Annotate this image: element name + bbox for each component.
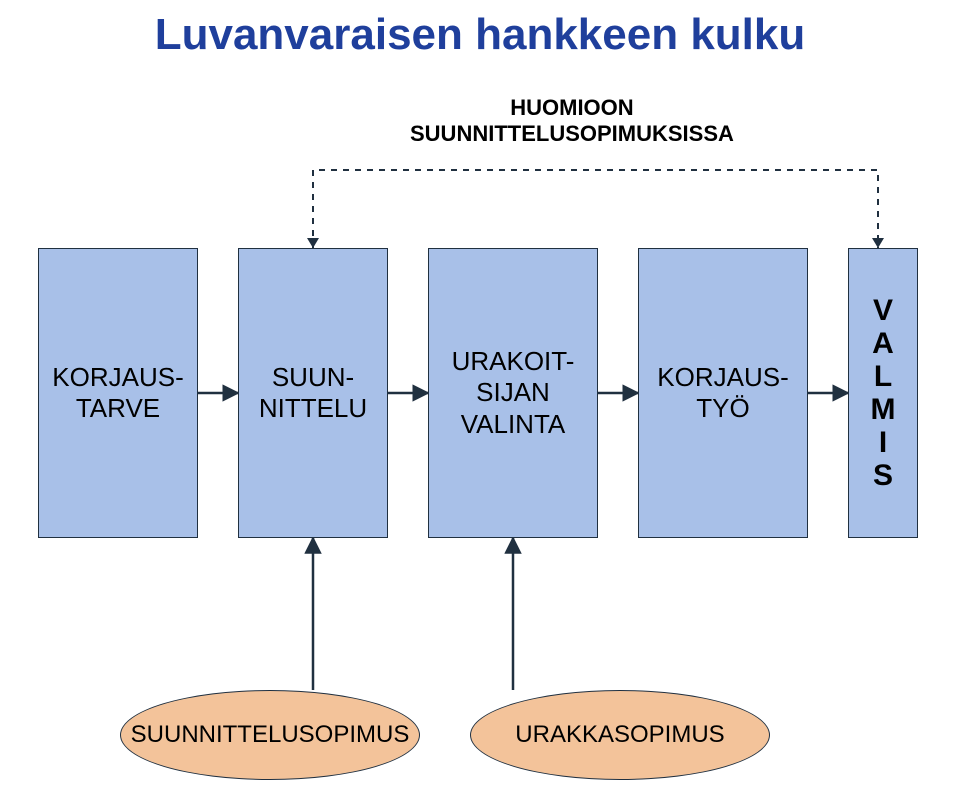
diagram-canvas: Luvanvaraisen hankkeen kulku HUOMIOON SUU…	[0, 0, 960, 811]
valmis-letter: A	[872, 327, 894, 360]
dashed-bracket	[313, 170, 878, 248]
box-korjaustarve: KORJAUS- TARVE	[38, 248, 198, 538]
ellipse-urakkasopimus: URAKKASOPIMUS	[470, 690, 770, 780]
valmis-letter: L	[874, 360, 892, 393]
box-urakoitsija: URAKOIT- SIJAN VALINTA	[428, 248, 598, 538]
valmis-letter: S	[873, 459, 893, 492]
box-label: SUUN- NITTELU	[259, 362, 367, 424]
box-suunnittelu: SUUN- NITTELU	[238, 248, 388, 538]
box-label: URAKOIT- SIJAN VALINTA	[452, 346, 575, 440]
box-label: KORJAUS- TARVE	[52, 362, 183, 424]
valmis-letter: V	[873, 294, 893, 327]
dashed-arrowhead	[307, 238, 319, 248]
diagram-title: Luvanvaraisen hankkeen kulku	[0, 10, 960, 60]
diagram-subtitle: HUOMIOON SUUNNITTELUSOPIMUKSISSA	[410, 95, 734, 147]
ellipse-label: SUUNNITTELUSOPIMUS	[131, 721, 410, 749]
box-label: KORJAUS- TYÖ	[657, 362, 788, 424]
dashed-arrowhead	[872, 238, 884, 248]
ellipse-suunnittelusopimus: SUUNNITTELUSOPIMUS	[120, 690, 420, 780]
valmis-letter: I	[879, 426, 887, 459]
valmis-letter: M	[871, 393, 896, 426]
box-korjaustyo: KORJAUS- TYÖ	[638, 248, 808, 538]
ellipse-label: URAKKASOPIMUS	[515, 721, 724, 749]
box-valmis: VALMIS	[848, 248, 918, 538]
